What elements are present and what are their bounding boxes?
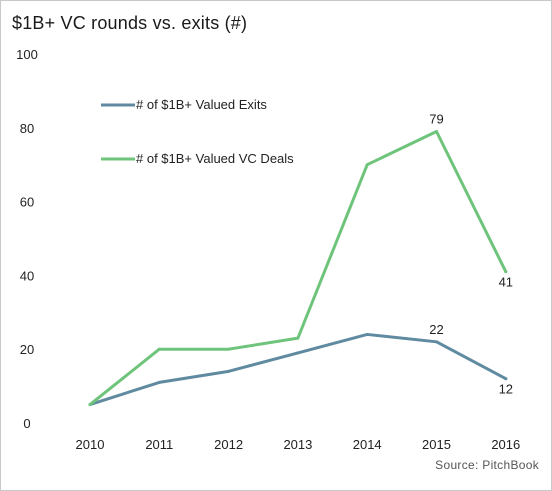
series-line-vc-deals <box>88 129 508 407</box>
x-tick-label: 2014 <box>353 437 382 452</box>
x-tick-label: 2010 <box>76 437 105 452</box>
data-point <box>157 347 161 351</box>
data-point <box>296 336 300 340</box>
y-tick-label: 60 <box>20 195 34 210</box>
series-line-exits <box>88 332 508 407</box>
data-label: 79 <box>429 111 443 126</box>
x-tick-label: 2011 <box>145 437 173 452</box>
data-label: 12 <box>499 382 513 397</box>
y-tick-label: 100 <box>16 47 38 62</box>
y-tick-label: 40 <box>20 268 34 283</box>
data-point <box>157 380 161 384</box>
data-point <box>296 351 300 355</box>
data-point <box>88 403 92 407</box>
data-label: 41 <box>499 275 513 290</box>
x-tick-label: 2013 <box>283 437 312 452</box>
x-tick-label: 2016 <box>491 437 520 452</box>
y-tick-label: 0 <box>23 416 30 431</box>
data-point <box>227 369 231 373</box>
data-point <box>435 340 438 344</box>
x-tick-label: 2015 <box>422 437 451 452</box>
y-tick-label: 20 <box>20 342 34 357</box>
data-point <box>365 332 369 336</box>
data-point <box>504 270 508 274</box>
data-label: 22 <box>429 322 443 337</box>
data-point <box>504 377 508 381</box>
source-note: Source: PitchBook <box>435 458 539 472</box>
data-point <box>365 163 369 167</box>
legend-label: # of $1B+ Valued VC Deals <box>136 151 294 166</box>
chart-title: $1B+ VC rounds vs. exits (#) <box>12 13 248 33</box>
legend-label: # of $1B+ Valued Exits <box>136 97 267 112</box>
data-point <box>435 129 438 133</box>
y-tick-label: 80 <box>20 121 34 136</box>
x-tick-label: 2012 <box>214 437 243 452</box>
data-point <box>227 347 231 351</box>
